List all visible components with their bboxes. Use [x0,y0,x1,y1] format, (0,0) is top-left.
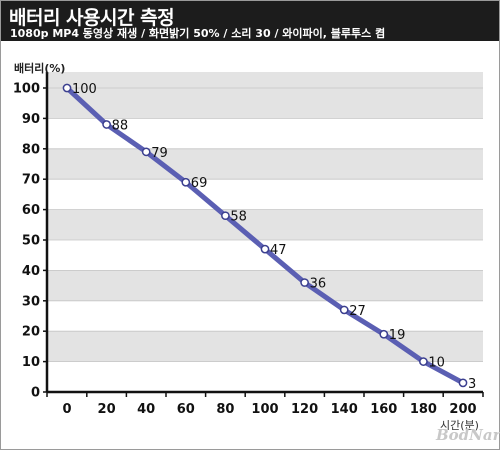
x-axis-label: 시간(분) [440,419,479,432]
x-tick-label: 140 [331,402,358,417]
x-tick-label: 180 [410,402,437,417]
watermark-logo: BodNara [436,426,500,444]
data-label: 79 [151,146,168,161]
y-tick-label: 40 [22,264,40,279]
data-point [181,177,191,187]
x-tick-label: 120 [291,402,318,417]
grid-band [47,88,483,119]
data-point [141,147,151,157]
y-tick-label: 20 [22,325,40,340]
y-tick-label: 90 [22,112,40,127]
grid-band [47,331,483,362]
x-tick-label: 60 [177,402,195,417]
grid-band [47,270,483,301]
x-tick-label: 0 [62,402,71,417]
chart-subtitle: 1080p MP4 동영상 재생 / 화면밝기 50% / 소리 30 / 와이… [10,27,386,40]
data-label: 88 [112,118,129,133]
grid-band [47,148,483,180]
chart-header: 배터리 사용시간 측정 1080p MP4 동영상 재생 / 화면밝기 50% … [1,1,499,41]
y-tick-label: 70 [22,173,40,188]
y-axis-label: 배터리(%) [14,62,66,75]
y-tick-label: 50 [22,234,40,249]
y-tick-label: 60 [22,203,40,218]
data-point [379,329,389,339]
x-tick-label: 20 [98,402,116,417]
data-point [339,305,349,315]
x-tick-label: 80 [216,402,234,417]
x-tick-label: 40 [137,402,155,417]
data-label: 36 [310,277,327,292]
grid-band [47,72,483,88]
data-label: 10 [428,356,445,371]
grid-band [47,209,483,240]
data-label: 47 [270,243,287,258]
data-point [260,244,270,254]
y-tick-label: 100 [13,82,40,97]
y-tick-label: 80 [22,142,40,157]
data-point [62,83,72,93]
y-tick-label: 10 [22,355,40,370]
data-label: 19 [389,328,406,343]
data-point [102,120,111,129]
data-label: 3 [468,377,476,392]
chart-title: 배터리 사용시간 측정 [9,7,175,29]
data-label: 69 [191,176,208,191]
x-tick-label: 200 [449,402,476,417]
data-point [221,211,230,221]
data-point [458,378,468,388]
data-point [300,278,309,287]
data-point [419,357,428,366]
y-tick-label: 0 [31,386,40,401]
y-tick-label: 30 [22,294,40,309]
x-tick-label: 100 [251,402,278,417]
data-label: 27 [349,304,366,319]
data-label: 58 [230,210,247,225]
data-label: 100 [72,82,97,97]
x-tick-label: 160 [370,402,397,417]
